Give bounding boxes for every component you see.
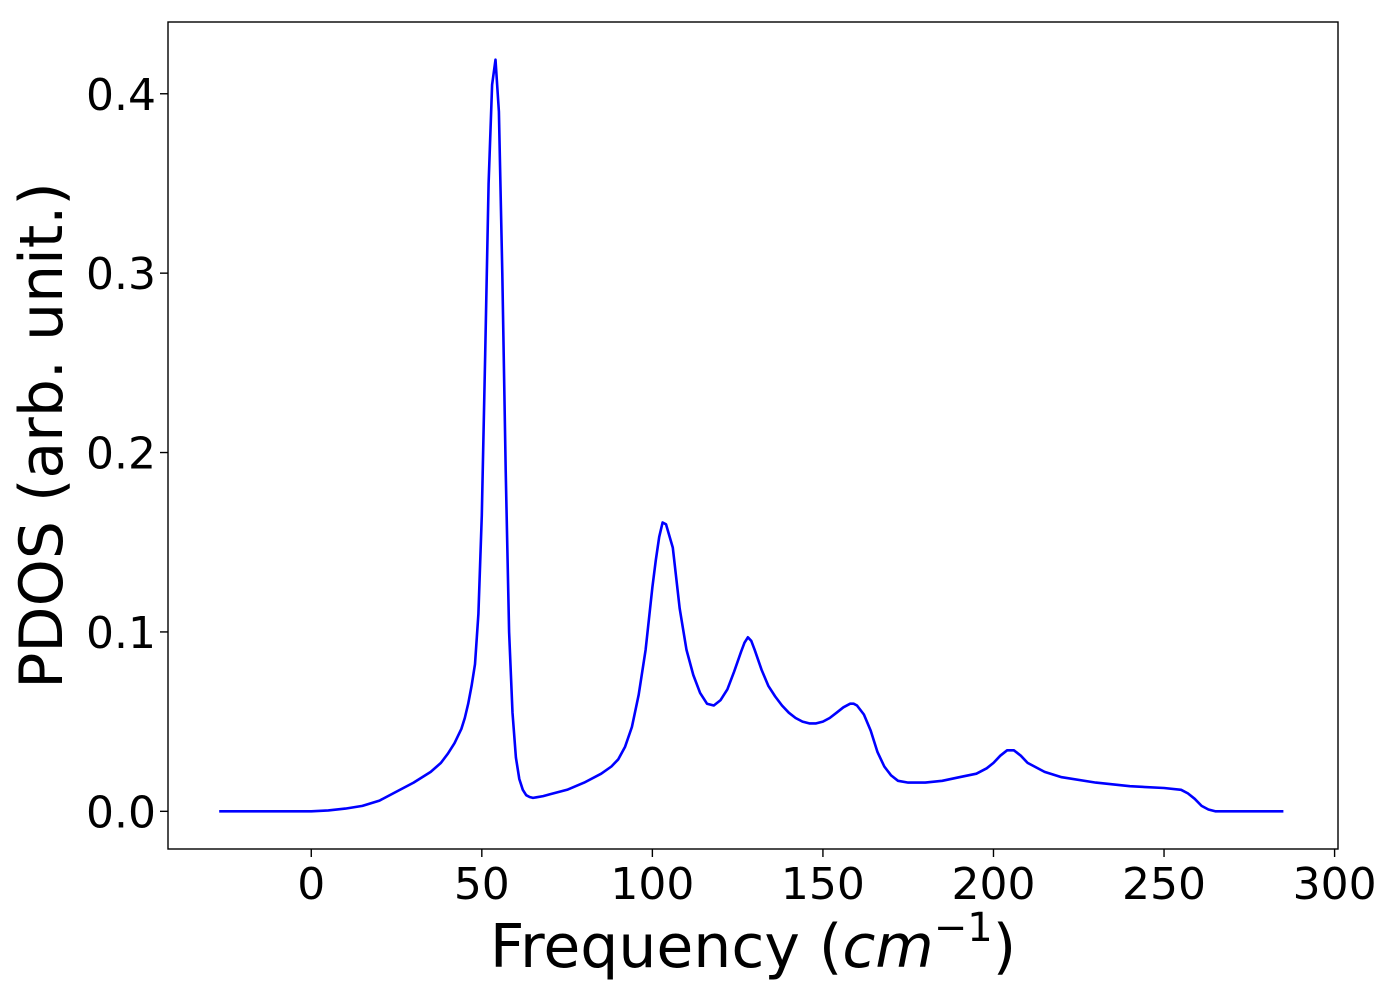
x-tick-label: 150 xyxy=(781,859,865,910)
x-axis-ticks: 0 50 100 150 200 250 300 xyxy=(297,849,1377,910)
x-axis-label-text: Frequency ( xyxy=(490,912,842,982)
y-axis-label: PDOS (arb. unit.) xyxy=(7,182,77,689)
plot-area-frame xyxy=(167,21,1339,850)
y-tick-label: 0.3 xyxy=(86,249,156,300)
x-tick-label: 300 xyxy=(1293,859,1377,910)
y-axis-ticks: 0.0 0.1 0.2 0.3 0.4 xyxy=(86,70,168,838)
x-tick-label: 200 xyxy=(951,859,1035,910)
x-axis-label: Frequency (cm−1) xyxy=(490,905,1016,982)
x-tick-label: 50 xyxy=(454,859,510,910)
y-tick-label: 0.0 xyxy=(86,787,156,838)
x-tick-label: 250 xyxy=(1122,859,1206,910)
x-axis-label-unit: cm xyxy=(842,912,933,982)
x-tick-label: 0 xyxy=(297,859,325,910)
x-axis-label-superscript: −1 xyxy=(934,905,993,951)
pdos-series-line xyxy=(219,58,1284,813)
y-tick-label: 0.1 xyxy=(86,608,156,659)
x-tick-label: 100 xyxy=(610,859,694,910)
y-tick-label: 0.4 xyxy=(86,70,156,121)
y-tick-label: 0.2 xyxy=(86,429,156,480)
x-axis-label-close: ) xyxy=(993,912,1016,982)
series-group xyxy=(219,58,1284,813)
